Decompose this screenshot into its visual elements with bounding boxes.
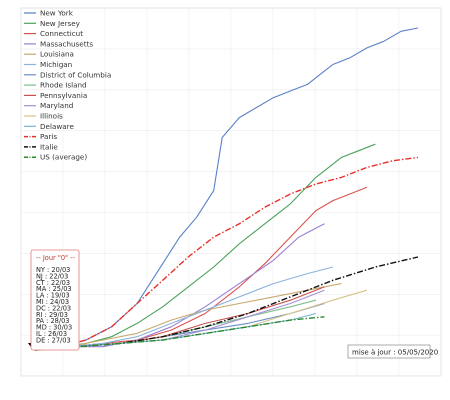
series-line-new-york (34, 27, 419, 351)
legend-label: Delaware (40, 122, 74, 131)
legend-label: New York (40, 9, 74, 18)
day-zero-entry: LA : 19/03 (36, 292, 70, 300)
series-line-us-average- (34, 316, 325, 351)
day-zero-entry: NJ : 22/03 (36, 272, 68, 280)
legend-label: Pennsylvania (40, 91, 87, 100)
legend-label: Paris (40, 132, 57, 141)
day-zero-title: -- Jour "0" -- (36, 254, 76, 262)
legend-label: Maryland (40, 101, 73, 110)
grid (20, 7, 442, 377)
day-zero-entry: MD : 30/03 (36, 324, 72, 332)
series-line-louisiana (34, 283, 342, 351)
day-zero-entry: DE : 27/03 (36, 336, 71, 344)
legend-label: Louisiana (40, 50, 74, 59)
day-zero-entry: DC : 22/03 (36, 304, 71, 312)
legend-label: District of Columbia (40, 70, 111, 79)
update-label: mise à jour : 05/05/2020 (352, 349, 438, 357)
legend-label: Italie (40, 142, 58, 151)
day-zero-entry: MI : 24/03 (36, 298, 69, 306)
legend-label: Illinois (40, 112, 63, 121)
legend-label: Michigan (40, 60, 72, 69)
legend-label: US (average) (40, 153, 87, 162)
series-line-michigan (34, 266, 334, 351)
day-zero-entry: CT : 22/03 (36, 279, 70, 287)
day-zero-entry: MA : 25/03 (36, 285, 72, 293)
legend-label: Connecticut (40, 29, 83, 38)
legend-label: Massachusetts (40, 39, 93, 48)
day-zero-entry: IL : 26/03 (36, 330, 67, 338)
day-zero-entry: PA : 28/03 (36, 317, 69, 325)
legend-label: New Jersey (40, 19, 81, 28)
legend-label: Rhode Island (40, 81, 87, 90)
series-line-italie (34, 256, 419, 351)
day-zero-entry: RI : 29/03 (36, 311, 68, 319)
series-lines (34, 27, 419, 351)
update-box: mise à jour : 05/05/2020 (347, 344, 438, 359)
day-zero-entry: NY : 20/03 (36, 266, 70, 274)
series-line-paris (34, 156, 419, 351)
